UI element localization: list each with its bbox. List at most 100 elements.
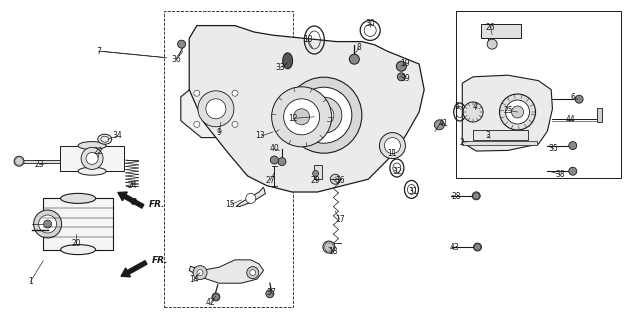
Text: 5: 5 (455, 102, 460, 111)
Circle shape (312, 171, 319, 176)
Circle shape (81, 148, 103, 169)
Text: 25: 25 (503, 106, 513, 115)
Polygon shape (189, 26, 424, 192)
Text: 16: 16 (335, 176, 345, 185)
Text: 11: 11 (388, 149, 397, 158)
Polygon shape (189, 260, 264, 283)
Ellipse shape (78, 167, 106, 175)
Circle shape (569, 141, 577, 149)
Circle shape (271, 156, 278, 164)
Circle shape (349, 54, 359, 64)
Circle shape (474, 243, 481, 251)
Text: 4: 4 (472, 102, 478, 111)
Text: 27: 27 (265, 176, 275, 185)
Text: 7: 7 (96, 47, 101, 56)
Circle shape (323, 241, 335, 253)
Circle shape (44, 220, 51, 228)
Circle shape (197, 270, 203, 276)
Circle shape (178, 40, 185, 48)
Circle shape (330, 174, 340, 184)
Circle shape (575, 95, 583, 103)
Polygon shape (236, 187, 265, 206)
Text: 2: 2 (460, 138, 465, 147)
Text: 35: 35 (549, 144, 559, 153)
Circle shape (247, 267, 258, 279)
Text: 1: 1 (28, 277, 33, 286)
Circle shape (314, 105, 334, 125)
Circle shape (194, 90, 200, 96)
Bar (473, 130, 528, 140)
Circle shape (250, 270, 256, 276)
Circle shape (232, 90, 238, 96)
Text: 22: 22 (94, 148, 103, 156)
FancyArrow shape (121, 261, 147, 277)
Text: 10: 10 (303, 36, 313, 44)
Circle shape (512, 106, 523, 118)
Circle shape (293, 109, 310, 125)
Circle shape (398, 73, 405, 81)
Ellipse shape (98, 134, 112, 144)
Text: 28: 28 (451, 192, 460, 201)
Polygon shape (43, 198, 113, 250)
Text: 17: 17 (335, 215, 345, 224)
Polygon shape (14, 160, 60, 163)
Text: 19: 19 (400, 60, 410, 68)
Circle shape (212, 293, 220, 301)
Circle shape (34, 210, 62, 238)
Text: FR.: FR. (149, 200, 165, 209)
Ellipse shape (283, 53, 293, 69)
Circle shape (296, 87, 352, 143)
Text: 15: 15 (225, 200, 236, 209)
Text: 12: 12 (289, 114, 298, 123)
Text: 13: 13 (255, 132, 265, 140)
Text: 3: 3 (485, 132, 490, 140)
Polygon shape (60, 146, 124, 171)
Circle shape (380, 132, 405, 159)
Text: 43: 43 (449, 244, 459, 252)
Bar (314, 165, 322, 179)
Text: 42: 42 (206, 298, 216, 307)
Circle shape (384, 138, 401, 154)
Circle shape (246, 193, 256, 204)
Bar (164, 11, 293, 307)
Circle shape (278, 157, 286, 166)
Text: 6: 6 (570, 93, 575, 102)
Text: FR.: FR. (152, 256, 168, 265)
Text: 8: 8 (356, 44, 361, 52)
Bar (456, 11, 621, 178)
Text: 18: 18 (329, 247, 338, 256)
Text: 41: 41 (438, 119, 448, 128)
Polygon shape (462, 75, 552, 151)
Text: 44: 44 (565, 115, 575, 124)
Circle shape (500, 94, 535, 130)
Text: 34: 34 (112, 132, 123, 140)
Text: 23: 23 (34, 160, 44, 169)
Text: 37: 37 (267, 288, 277, 297)
Bar (481, 24, 521, 38)
Ellipse shape (60, 193, 96, 204)
Circle shape (272, 87, 331, 147)
Circle shape (14, 156, 24, 166)
FancyArrow shape (118, 192, 144, 208)
Circle shape (472, 192, 480, 200)
Text: 33: 33 (276, 63, 286, 72)
Text: 40: 40 (269, 144, 279, 153)
Text: 39: 39 (400, 74, 410, 83)
Circle shape (463, 102, 483, 122)
Text: 31: 31 (408, 188, 418, 196)
Circle shape (306, 97, 342, 133)
Text: 14: 14 (189, 276, 199, 284)
Circle shape (86, 152, 98, 164)
Text: 9: 9 (217, 128, 222, 137)
Bar (462, 140, 537, 145)
Circle shape (487, 39, 497, 49)
Circle shape (434, 120, 444, 130)
Circle shape (206, 99, 226, 119)
Circle shape (284, 99, 319, 135)
Text: 24: 24 (127, 181, 137, 190)
Text: 30: 30 (365, 20, 375, 28)
Circle shape (39, 215, 57, 233)
Circle shape (569, 167, 577, 175)
Text: 29: 29 (311, 176, 321, 185)
Circle shape (198, 91, 234, 127)
